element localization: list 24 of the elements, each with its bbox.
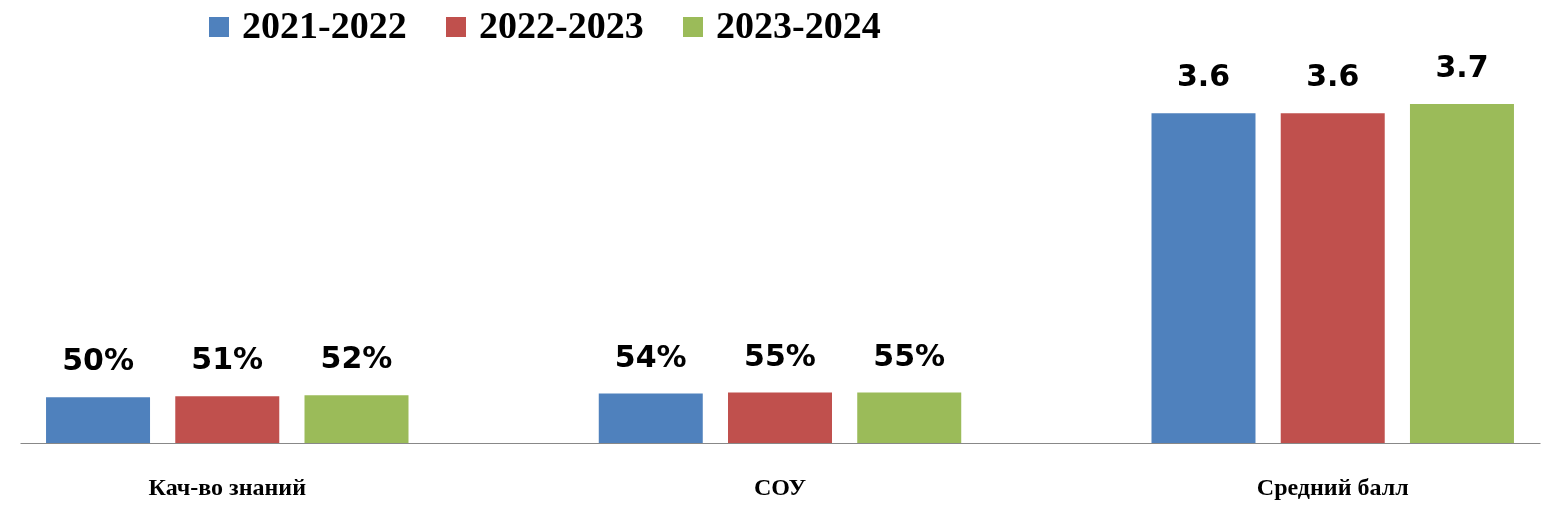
data-label: 3.6: [1176, 58, 1231, 94]
data-label: 3.7: [1435, 49, 1489, 84]
legend-label: 2021-2022: [242, 4, 407, 46]
bar: [1409, 104, 1514, 443]
bar: [46, 397, 151, 443]
bar: [728, 392, 832, 443]
legend-label: 2022-2023: [479, 4, 644, 46]
x-tick-label: Кач-во знаний: [148, 473, 307, 500]
x-tick-label: Средний балл: [1256, 473, 1409, 500]
data-label: 51%: [191, 341, 264, 377]
bar: [1280, 113, 1385, 443]
bar: [598, 393, 703, 443]
bar: [304, 395, 409, 443]
bar: [1151, 113, 1256, 443]
data-label: 50%: [62, 342, 134, 378]
bar: [857, 392, 962, 443]
legend-label: 2023-2024: [716, 4, 881, 46]
data-label: 54%: [614, 338, 687, 374]
x-tick-label: СОУ: [753, 473, 807, 500]
data-label: 55%: [873, 337, 946, 373]
data-label: 3.6: [1306, 58, 1360, 94]
data-label: 52%: [320, 340, 393, 376]
data-label: 55%: [744, 337, 816, 373]
bar: [175, 396, 280, 443]
